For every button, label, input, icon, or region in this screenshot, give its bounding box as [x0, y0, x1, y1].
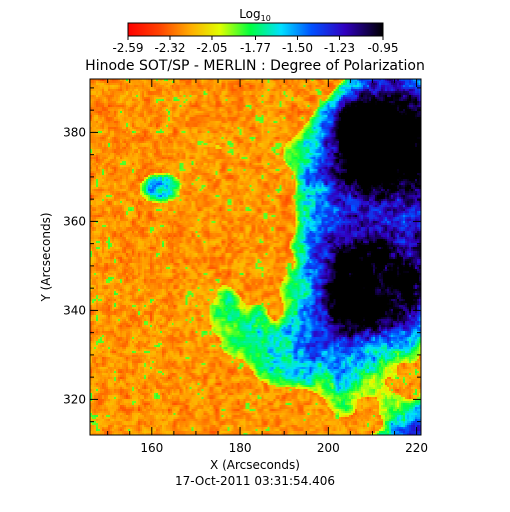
y-tick-label: 320 [63, 392, 86, 406]
chart-title: Hinode SOT/SP - MERLIN : Degree of Polar… [85, 58, 425, 74]
x-tick-label: 200 [317, 441, 340, 455]
x-tick-label: 220 [405, 441, 428, 455]
colorbar-tick-label: -2.05 [196, 41, 227, 55]
polarization-heatmap [90, 79, 421, 435]
colorbar-tick-label: -1.23 [324, 41, 355, 55]
colorbar-tick-label: -0.95 [367, 41, 398, 55]
timestamp: 17-Oct-2011 03:31:54.406 [175, 474, 335, 488]
colorbar-tick-label: -1.50 [282, 41, 313, 55]
y-axis-ticks: 320 340 360 380 [63, 87, 421, 423]
colorbar-ticks: -2.59 -2.32 -2.05 -1.77 -1.50 -1.23 -0.95 [112, 36, 399, 55]
colorbar-label: Log10 [239, 7, 271, 23]
x-axis-ticks: 160 180 200 220 [107, 79, 428, 455]
y-tick-label: 360 [63, 214, 86, 228]
y-tick-label: 380 [63, 125, 86, 139]
colorbar [127, 22, 384, 37]
x-axis-label: X (Arcseconds) [210, 458, 300, 472]
colorbar-tick-label: -1.77 [240, 41, 271, 55]
colorbar-tick-label: -2.59 [112, 41, 143, 55]
x-tick-label: 160 [140, 441, 163, 455]
plot-frame [89, 78, 422, 436]
colorbar-tick-label: -2.32 [154, 41, 185, 55]
y-axis-label: Y (Arcseconds) [39, 212, 53, 302]
y-tick-label: 340 [63, 303, 86, 317]
x-tick-label: 180 [229, 441, 252, 455]
